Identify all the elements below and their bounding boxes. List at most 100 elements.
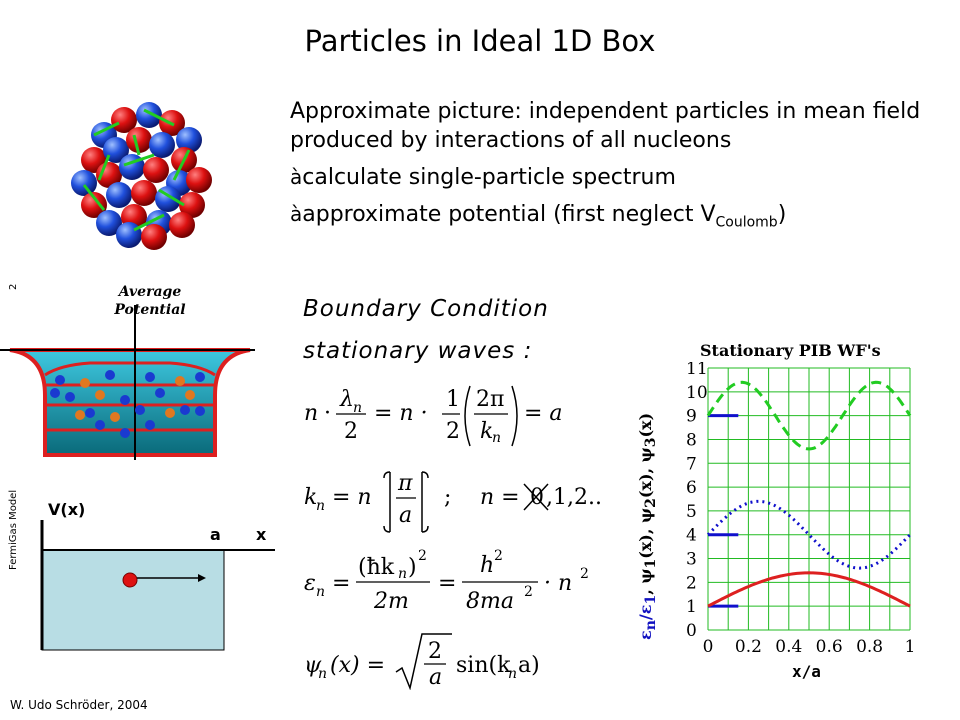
potential-well-diagram bbox=[0, 305, 255, 460]
eq1-lambda: λ bbox=[339, 387, 354, 412]
eq1-2pi: 2π bbox=[476, 387, 504, 412]
wavefunction-series-2 bbox=[706, 499, 912, 570]
eq4-two: 2 bbox=[428, 639, 442, 664]
eq4-a: a bbox=[429, 665, 442, 690]
eq3-h: h bbox=[480, 553, 494, 578]
x-label: x bbox=[256, 525, 267, 544]
y-label-part: (x) bbox=[636, 412, 655, 438]
eq3-n2: · n bbox=[544, 571, 572, 596]
bullet-3-end: ) bbox=[777, 202, 787, 227]
eq3-n2-sq: 2 bbox=[580, 566, 589, 582]
wavefunction-series-1 bbox=[707, 571, 911, 608]
eq3-eps: ε bbox=[304, 571, 316, 596]
proton bbox=[143, 157, 169, 183]
a-label: a bbox=[210, 525, 221, 544]
x-tick-label: 0.2 bbox=[735, 637, 762, 657]
chart-x-axis-label: x/a bbox=[792, 662, 821, 681]
y-label-part: 1 bbox=[643, 594, 660, 605]
y-label-part: / bbox=[636, 614, 655, 621]
y-label-part: n bbox=[643, 620, 660, 631]
eq4-arg: (x) = bbox=[330, 653, 385, 678]
y-tick-label: 8 bbox=[686, 430, 697, 450]
bullet-list: Approximate picture: independent particl… bbox=[290, 97, 930, 245]
eq4-sin: sin(k bbox=[456, 653, 511, 678]
proton bbox=[131, 180, 157, 206]
eq2-k-sub: n bbox=[316, 498, 325, 514]
footer-credit: W. Udo Schröder, 2004 bbox=[10, 698, 148, 712]
y-label-part: ε bbox=[636, 604, 655, 615]
proton bbox=[81, 192, 107, 218]
proton bbox=[111, 107, 137, 133]
x-tick-label: 0.4 bbox=[775, 637, 802, 657]
bullet-3-text: approximate potential (first neglect V bbox=[302, 202, 716, 227]
eq3-num-sub: n bbox=[398, 566, 407, 582]
potential-label: Potential bbox=[114, 302, 186, 318]
chart-y-axis-label: εn/ε1, ψ1(x), ψ2(x), ψ3(x) bbox=[636, 413, 659, 640]
neutron bbox=[136, 102, 162, 128]
eq1-eq: = n · bbox=[374, 401, 428, 426]
eq3-eps-sub: n bbox=[316, 584, 325, 600]
coulomb-subscript: Coulomb bbox=[715, 214, 778, 231]
y-label-eps-n: εn/ε1 bbox=[636, 595, 659, 640]
eq3-num: (ħk bbox=[358, 555, 395, 580]
y-label-part: 3 bbox=[643, 437, 660, 448]
proton bbox=[169, 212, 195, 238]
neutron bbox=[71, 170, 97, 196]
eq1-a: = a bbox=[524, 401, 563, 426]
y-tick-label: 6 bbox=[686, 478, 697, 498]
eq1-one: 1 bbox=[446, 387, 460, 412]
arrow-icon: à bbox=[290, 165, 303, 189]
eq3-eq: = bbox=[332, 571, 350, 596]
y-label-part: 2 bbox=[643, 498, 660, 508]
nucleus-illustration bbox=[71, 102, 212, 250]
eq1-n: n bbox=[304, 401, 318, 426]
neutron bbox=[96, 210, 122, 236]
stationary-waves-heading: stationary waves : bbox=[303, 338, 533, 364]
neutron bbox=[149, 132, 175, 158]
neutron bbox=[116, 222, 142, 248]
average-potential-label: Average Potential bbox=[100, 283, 200, 319]
eq3-den2: 8ma bbox=[466, 589, 514, 614]
v-of-x-label: V(x) bbox=[48, 500, 86, 519]
proton bbox=[179, 192, 205, 218]
x-tick-label: 0 bbox=[703, 637, 714, 657]
y-tick-label: 0 bbox=[686, 621, 697, 641]
eq1-k: k bbox=[480, 419, 493, 444]
slide-title: Particles in Ideal 1D Box bbox=[304, 24, 656, 58]
chart-title: Stationary PIB WF's bbox=[700, 341, 881, 360]
bullet-3: àapproximate potential (first neglect VC… bbox=[290, 200, 930, 237]
eq2-n: n = bbox=[480, 485, 520, 510]
x-tick-label: 1 bbox=[905, 637, 916, 657]
x-tick-label: 0.8 bbox=[856, 637, 883, 657]
average-label: Average bbox=[118, 284, 182, 300]
eq2-k: k bbox=[304, 485, 317, 510]
wavefunction-series-3 bbox=[706, 380, 912, 451]
y-label-part: 1 bbox=[643, 558, 660, 569]
y-label-part: ε bbox=[636, 630, 655, 640]
y-tick-label: 10 bbox=[686, 383, 708, 403]
bullet-1: Approximate picture: independent particl… bbox=[290, 99, 921, 153]
eq2-pi: π bbox=[397, 471, 413, 496]
eq4-psi-sub: n bbox=[318, 666, 327, 682]
eq3-sq: 2 bbox=[418, 548, 427, 564]
y-tick-label: 2 bbox=[686, 573, 697, 593]
y-tick-label: 7 bbox=[686, 454, 697, 474]
y-tick-label: 11 bbox=[686, 362, 708, 379]
eq2-semicolon: ; bbox=[444, 485, 451, 510]
eq3-h-sq: 2 bbox=[494, 548, 503, 564]
y-tick-label: 9 bbox=[686, 407, 697, 427]
y-label-part: (x), ψ bbox=[636, 507, 655, 559]
y-tick-label: 1 bbox=[686, 597, 697, 617]
y-label-part: (x), ψ bbox=[636, 447, 655, 499]
y-tick-label: 4 bbox=[686, 526, 697, 546]
eq1-two2: 2 bbox=[446, 419, 460, 444]
eq3-eq2: = bbox=[438, 571, 456, 596]
box-potential-diagram bbox=[40, 520, 275, 651]
eq4-psi: ψ bbox=[304, 653, 322, 678]
bullet-2-text: calculate single-particle spectrum bbox=[302, 165, 676, 190]
eq1-lambda-sub: n bbox=[353, 400, 362, 416]
proton bbox=[141, 224, 167, 250]
boundary-condition-heading: Boundary Condition bbox=[303, 296, 549, 322]
arrow-icon: à bbox=[290, 202, 303, 226]
